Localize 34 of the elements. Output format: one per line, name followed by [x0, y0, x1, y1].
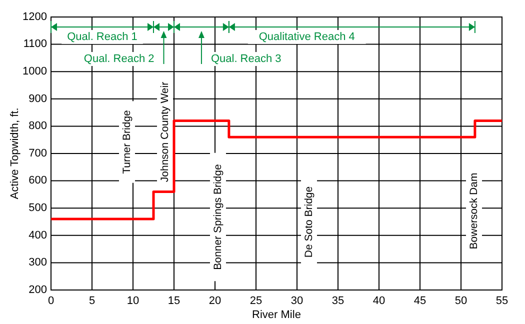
annotation: Turner Bridge [120, 110, 133, 174]
x-tick-label: 35 [332, 295, 344, 307]
y-tick-label: 1100 [23, 38, 47, 50]
y-tick-label: 700 [28, 147, 47, 160]
annotation: Qual. Reach 3 [210, 52, 282, 65]
annotation: De Soto Bridge [302, 186, 315, 258]
annotation: Bonner Springs Bridge [212, 164, 224, 270]
y-tick-label: 800 [28, 120, 47, 132]
y-axis-title: Active Topwidth, ft. [8, 108, 21, 200]
y-tick-label: 1000 [22, 66, 47, 78]
y-tick-label: 400 [28, 229, 47, 242]
x-tick-label: 5 [88, 295, 96, 307]
x-tick-label: 45 [414, 295, 426, 307]
annotation: Qual. Reach 1 [67, 30, 138, 43]
y-tick-label: 300 [28, 256, 47, 269]
x-tick-label: 30 [290, 295, 304, 307]
y-tick-label: 200 [28, 284, 47, 296]
annotation: Qual. Reach 2 [84, 52, 154, 65]
x-tick-label: 10 [126, 295, 140, 307]
x-tick-label: 0 [48, 295, 54, 307]
annotation: Qualitative Reach 4 [258, 30, 355, 43]
y-tick-label: 500 [28, 202, 47, 214]
x-tick-label: 50 [454, 295, 468, 307]
x-tick-label: 55 [496, 295, 508, 307]
x-tick-label: 15 [168, 295, 180, 307]
y-tick-label: 600 [28, 174, 47, 187]
annotation: Bowersock Dam [468, 172, 480, 250]
x-tick-label: 25 [250, 295, 262, 307]
x-tick-label: 40 [372, 295, 386, 307]
y-tick-label: 900 [28, 92, 47, 105]
x-tick-label: 20 [208, 295, 222, 307]
x-axis-title: River Mile [252, 309, 301, 321]
annotation: Johnson County Weir [158, 81, 171, 182]
y-tick-label: 1200 [22, 10, 47, 23]
